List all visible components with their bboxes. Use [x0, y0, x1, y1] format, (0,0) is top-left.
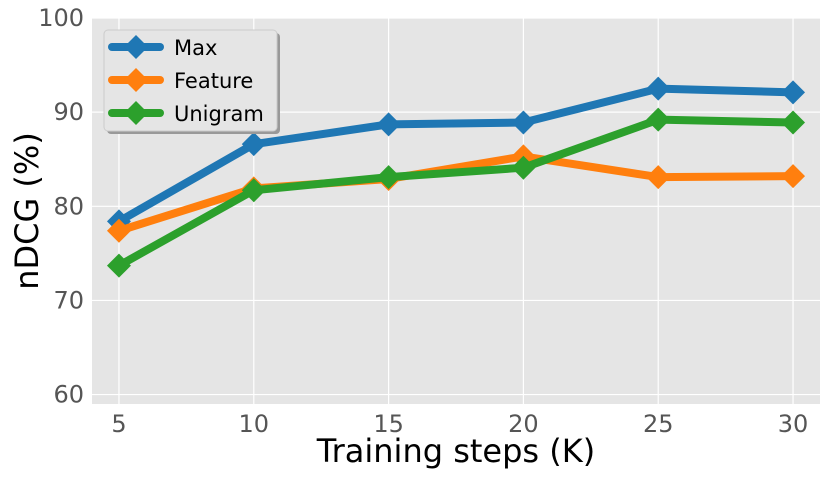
- point-feature: [106, 218, 131, 243]
- y-tick-labels: 60 70 80 90 100: [38, 4, 84, 409]
- point-max: [241, 132, 266, 157]
- legend-label-feature: Feature: [174, 69, 253, 93]
- y-tick-label: 90: [53, 98, 84, 126]
- series-line-feature: [114, 152, 798, 235]
- series-line-unigram: [114, 115, 798, 270]
- point-max: [376, 112, 401, 137]
- legend-box: [103, 29, 278, 132]
- point-max: [781, 80, 806, 105]
- legend-label-unigram: Unigram: [174, 102, 264, 126]
- point-max: [646, 76, 671, 101]
- series-lines: [106, 76, 806, 278]
- legend-label-max: Max: [174, 36, 217, 60]
- x-tick-label: 5: [111, 410, 126, 438]
- legend-marker-feature: [124, 68, 148, 92]
- point-feature: [781, 164, 806, 189]
- point-feature: [646, 165, 671, 190]
- y-tick-label: 80: [53, 192, 84, 220]
- y-tick-label: 100: [38, 4, 84, 32]
- point-unigram: [646, 107, 671, 132]
- point-unigram: [781, 110, 806, 135]
- x-axis-label: Training steps (K): [316, 432, 595, 470]
- point-unigram: [106, 253, 131, 278]
- x-tick-label: 15: [373, 410, 404, 438]
- y-axis-label: nDCG (%): [8, 132, 46, 290]
- legend: Max Feature Unigram: [103, 29, 280, 134]
- point-max: [511, 110, 536, 135]
- legend-marker-max: [124, 35, 148, 59]
- grid-lines: [92, 17, 820, 404]
- x-tick-label: 30: [778, 410, 809, 438]
- x-tick-label: 10: [239, 410, 270, 438]
- x-tick-labels: 5 10 15 20 25 30: [111, 410, 808, 438]
- x-tick-label: 25: [643, 410, 674, 438]
- series-line-max: [114, 84, 798, 226]
- y-tick-label: 60: [53, 381, 84, 409]
- legend-marker-unigram: [124, 101, 148, 125]
- point-unigram: [241, 178, 266, 203]
- x-tick-label: 20: [508, 410, 539, 438]
- point-unigram: [511, 155, 536, 180]
- y-tick-label: 70: [53, 286, 84, 314]
- point-unigram: [376, 165, 401, 190]
